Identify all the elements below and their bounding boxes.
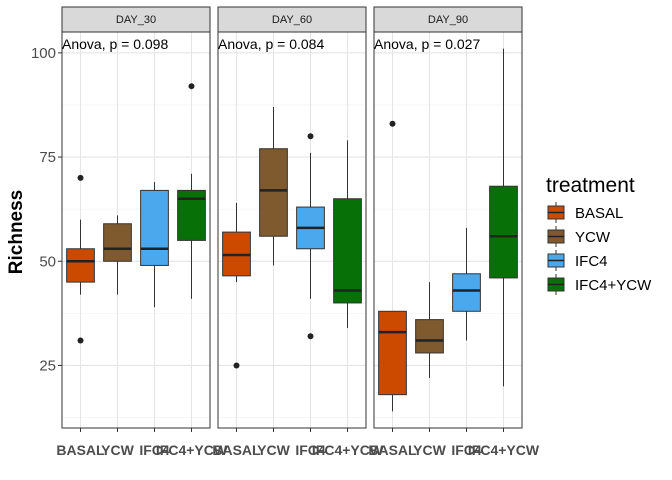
y-tick-label: 75 — [39, 149, 56, 166]
box-body — [333, 198, 362, 304]
x-tick-label: IFC4 — [139, 442, 170, 458]
x-tick-label: YCW — [257, 442, 290, 458]
y-tick-label: 25 — [39, 357, 56, 374]
x-tick-label: IFC4 — [451, 442, 482, 458]
box-body — [415, 319, 444, 354]
legend: treatment BASAL YCW IFC4 IFC4+YCW — [546, 174, 652, 295]
facet-strip-label: DAY_90 — [428, 14, 468, 26]
y-axis-label: Richness — [6, 190, 27, 274]
x-tick-label: IFC4+YCW — [156, 442, 228, 458]
outlier-point — [389, 120, 396, 127]
box-ifc4-plus-ycw — [489, 48, 518, 387]
facet-strip-label: DAY_30 — [116, 14, 156, 26]
anova-annotation: Anova, p = 0.027 — [374, 36, 480, 52]
box-ifc4 — [140, 182, 169, 308]
outlier-point — [77, 337, 84, 344]
box-body — [489, 185, 518, 279]
x-tick-label: IFC4+YCW — [468, 442, 540, 458]
y-tick-label: 50 — [39, 253, 56, 270]
legend-entry-ifc4: IFC4 — [547, 250, 608, 271]
box-body — [66, 248, 95, 283]
legend-entry-ifc4-plus-ycw: IFC4+YCW — [547, 274, 652, 295]
x-tick-label: IFC4+YCW — [312, 442, 384, 458]
x-tick-label: BASAL — [212, 442, 261, 458]
box-ycw — [103, 215, 132, 295]
facet-strip-label: DAY_60 — [272, 14, 312, 26]
box-ifc4 — [452, 227, 481, 341]
outlier-point — [307, 333, 314, 340]
box-body — [140, 189, 169, 266]
panel-border — [61, 31, 211, 429]
facet-strip — [373, 6, 523, 33]
box-basal — [222, 202, 251, 369]
anova-annotation: Anova, p = 0.084 — [218, 36, 324, 52]
box-basal — [66, 174, 95, 344]
y-tick-label: 100 — [31, 45, 56, 62]
x-tick-label: BASAL — [368, 442, 417, 458]
panel-border — [373, 31, 523, 429]
x-tick-label: IFC4 — [295, 442, 326, 458]
box-body — [103, 223, 132, 262]
outlier-point — [188, 83, 195, 90]
legend-label: IFC4 — [575, 253, 608, 270]
legend-title: treatment — [546, 174, 635, 197]
panel-border — [217, 31, 367, 429]
box-ifc4 — [296, 133, 325, 340]
legend-label: BASAL — [575, 205, 623, 222]
anova-annotation: Anova, p = 0.098 — [62, 36, 168, 52]
box-ycw — [415, 282, 444, 378]
facet-strip — [61, 6, 211, 33]
x-tick-label: BASAL — [56, 442, 105, 458]
box-body — [378, 310, 407, 396]
box-basal — [378, 120, 407, 412]
legend-entry-ycw: YCW — [547, 226, 611, 247]
legend-label: YCW — [575, 229, 611, 246]
facet-strip — [217, 6, 367, 33]
outlier-point — [307, 133, 314, 140]
outlier-point — [77, 174, 84, 181]
box-ycw — [259, 107, 288, 266]
y-axis: 25 50 75 100 — [31, 45, 62, 374]
box-body — [259, 148, 288, 237]
x-tick-label: YCW — [413, 442, 446, 458]
legend-entry-basal: BASAL — [547, 202, 623, 223]
x-tick-label: YCW — [101, 442, 134, 458]
box-body — [452, 273, 481, 312]
outlier-point — [233, 362, 240, 369]
legend-label: IFC4+YCW — [575, 277, 652, 294]
box-ifc4-plus-ycw — [333, 140, 362, 328]
box-ifc4-plus-ycw — [177, 83, 206, 299]
